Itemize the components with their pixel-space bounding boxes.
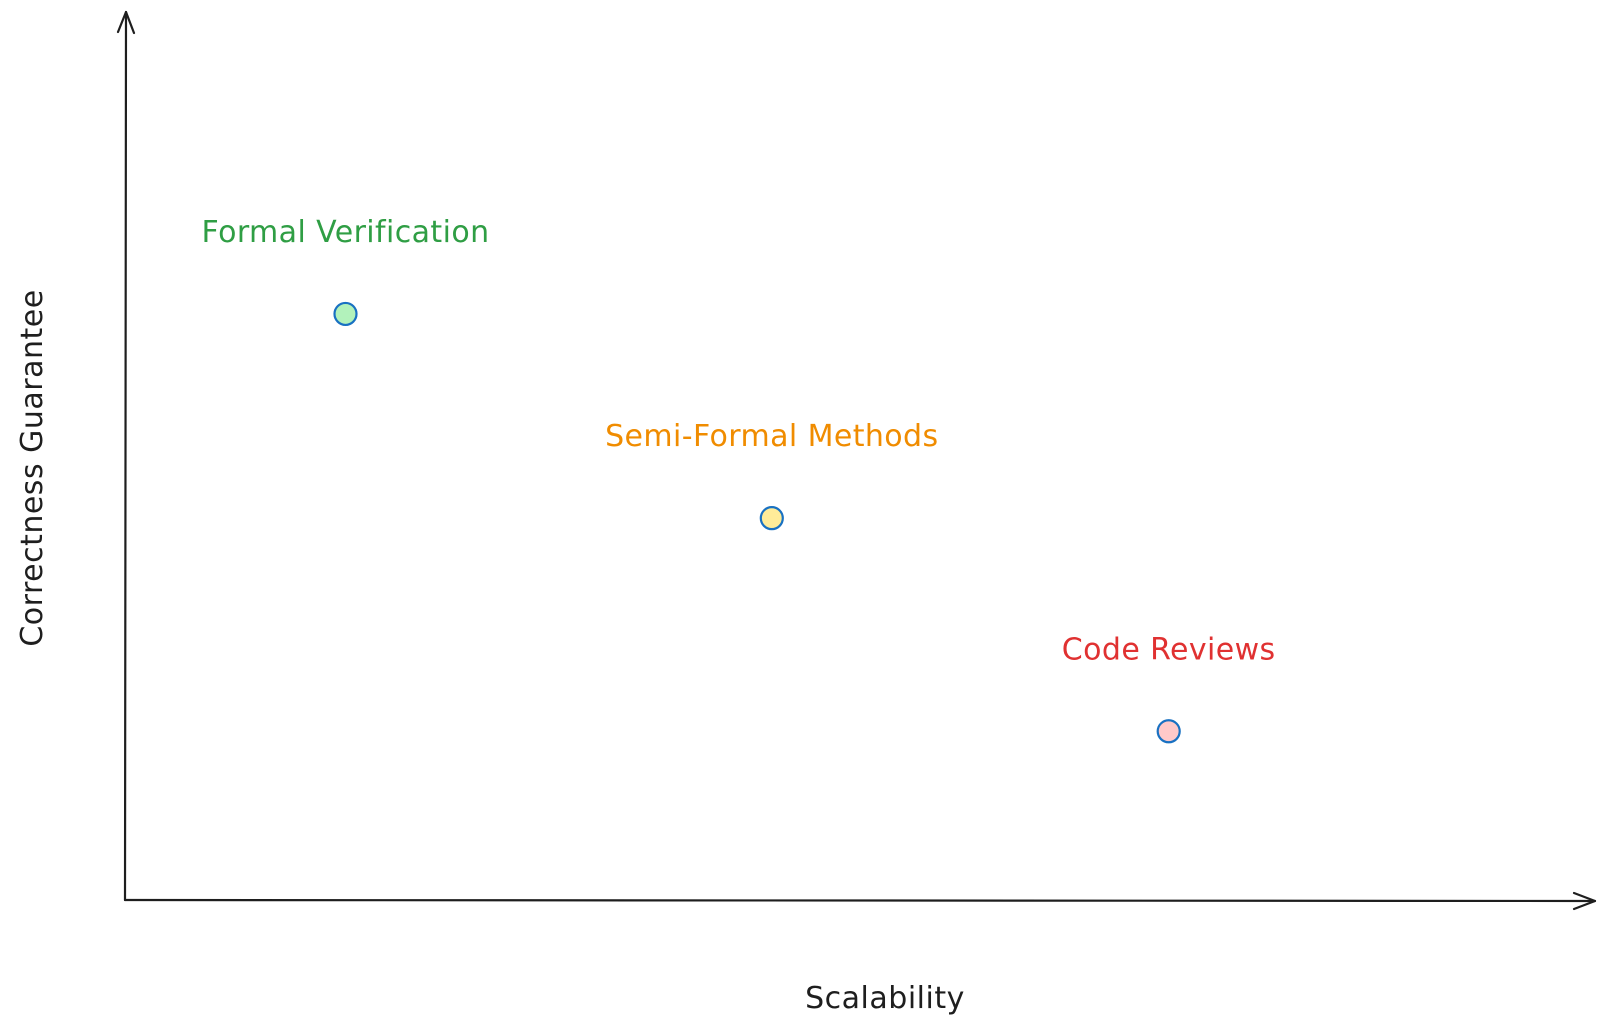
x-axis-label: Scalability bbox=[805, 981, 965, 1016]
x-axis-line bbox=[123, 898, 1597, 903]
y-axis-arrowhead bbox=[116, 10, 136, 35]
points-layer: Formal Verification Semi-Formal Methods Co… bbox=[202, 215, 1276, 744]
x-axis-arrowhead bbox=[1572, 891, 1597, 911]
data-point bbox=[333, 301, 358, 327]
data-point bbox=[759, 506, 784, 531]
y-axis-label: Correctness Guarantee bbox=[15, 289, 50, 646]
y-axis bbox=[116, 10, 136, 902]
y-axis-line bbox=[123, 10, 128, 902]
data-point-label: Semi-Formal Methods bbox=[605, 419, 938, 454]
x-axis bbox=[123, 891, 1597, 911]
data-point-label: Code Reviews bbox=[1062, 632, 1276, 667]
data-point-label: Formal Verification bbox=[202, 215, 490, 250]
data-point bbox=[1156, 719, 1181, 744]
